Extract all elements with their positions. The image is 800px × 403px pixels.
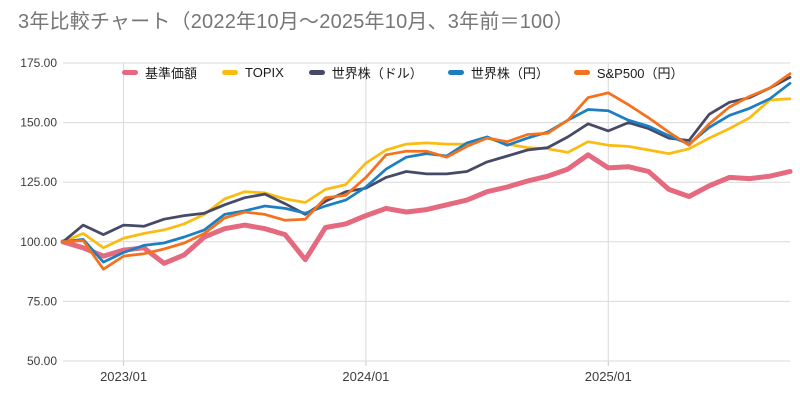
x-tick-label: 2024/01 (342, 369, 389, 384)
legend-label-topix: TOPIX (245, 64, 284, 80)
y-tick-label: 50.00 (27, 354, 57, 368)
legend-item-world-stock-jpy: 世界株（円） (447, 63, 549, 82)
chart-title: 3年比較チャート（2022年10月～2025年10月、3年前＝100） (18, 11, 574, 33)
y-tick-label: 100.00 (20, 235, 57, 249)
legend-swatch-sp500-jpy (573, 69, 590, 75)
legend-label-fund-nav: 基準価額 (145, 65, 198, 81)
series-line-fund-nav (60, 152, 793, 266)
x-tick-label: 2025/01 (585, 369, 632, 384)
legend-label-sp500-jpy: S&P500（円） (596, 65, 684, 81)
y-tick-label: 175.00 (20, 56, 57, 70)
legend-swatch-topix (222, 69, 239, 75)
y-tick-label: 150.00 (20, 116, 57, 130)
legend-item-topix: TOPIX (222, 65, 284, 80)
legend-item-sp500-jpy: S&P500（円） (573, 63, 684, 82)
legend-item-world-stock-usd: 世界株（ドル） (308, 63, 423, 82)
series-line-world-stock-jpy (61, 81, 792, 264)
x-tick-label: 2023/01 (100, 369, 147, 384)
chart-legend: 基準価額 TOPIX 世界株（ドル） 世界株（円） S&P500（円） (122, 63, 684, 81)
legend-item-fund-nav: 基準価額 (122, 63, 197, 82)
legend-label-world-stock-jpy: 世界株（円） (470, 65, 549, 81)
y-tick-label: 125.00 (20, 175, 57, 189)
legend-swatch-fund-nav (122, 69, 138, 75)
series-line-topix (61, 97, 792, 250)
legend-swatch-world-stock-jpy (447, 69, 464, 75)
legend-swatch-world-stock-usd (308, 69, 325, 75)
series-line-sp500-jpy (61, 72, 792, 271)
y-tick-label: 75.00 (27, 294, 57, 308)
legend-label-world-stock-usd: 世界株（ドル） (331, 65, 423, 81)
series-line-world-stock-usd (61, 75, 792, 244)
